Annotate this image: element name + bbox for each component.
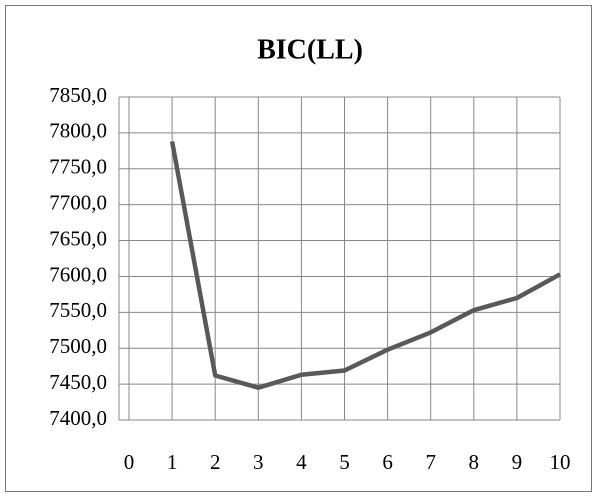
x-tick-label: 8 [469, 450, 480, 474]
y-tick-label: 7650,0 [49, 226, 107, 250]
chart-title: BIC(LL) [257, 34, 363, 65]
x-tick-label: 9 [512, 450, 523, 474]
y-tick-label: 7750,0 [49, 155, 107, 179]
y-tick-label: 7600,0 [49, 262, 107, 286]
data-line [169, 141, 562, 390]
x-tick-label: 0 [124, 450, 135, 474]
x-tick-label: 3 [253, 450, 264, 474]
x-tick-label: 2 [210, 450, 221, 474]
chart-border [5, 5, 592, 492]
x-tick-label: 4 [296, 450, 307, 474]
y-tick-label: 7550,0 [49, 298, 107, 322]
y-tick-label: 7450,0 [49, 370, 107, 394]
y-tick-label: 7850,0 [49, 83, 107, 107]
x-tick-label: 6 [382, 450, 393, 474]
x-tick-label: 10 [550, 450, 571, 474]
x-tick-label: 5 [339, 450, 350, 474]
x-tick-label: 7 [425, 450, 436, 474]
y-tick-label: 7800,0 [49, 119, 107, 143]
y-tick-label: 7500,0 [49, 334, 107, 358]
x-tick-label: 1 [167, 450, 178, 474]
y-tick-label: 7700,0 [49, 190, 107, 214]
y-tick-label: 7400,0 [49, 406, 107, 430]
